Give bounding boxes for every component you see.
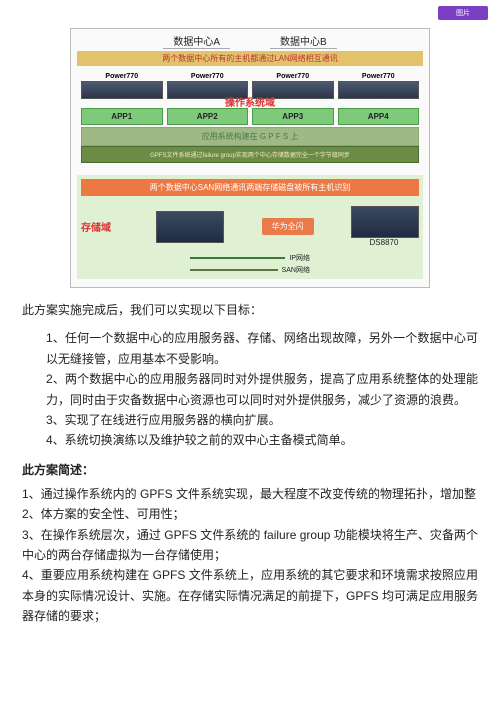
header-stamp: 图片 [438, 6, 488, 20]
desc-3: 3、在操作系统层次，通过 GPFS 文件系统的 failure group 功能… [22, 525, 478, 566]
san-line-icon [190, 269, 278, 271]
server-2: Power770 [167, 72, 249, 100]
storage-block-icon [351, 206, 419, 238]
gpfs-bar: 应用系统构建在 G P F S 上 [81, 127, 419, 146]
san-line-label: SAN网络 [282, 265, 310, 275]
section-title-desc: 此方案简述： [22, 461, 478, 478]
goal-3: 3、实现了在线进行应用服务器的横向扩展。 [22, 410, 478, 430]
app4-box: APP4 [338, 108, 420, 125]
server-4: Power770 [338, 72, 420, 100]
storage-region-title: 存储域 [81, 219, 119, 234]
huawei-label: 华为全闪 [262, 218, 314, 235]
goals-list: 1、任何一个数据中心的应用服务器、存储、网络出现故障，另外一个数据中心可以无缝接… [22, 328, 478, 450]
storage-body: 存储域 华为全闪 DS8870 [81, 206, 419, 247]
desc-2: 2、体方案的安全性、可用性； [22, 504, 478, 524]
server-3-label: Power770 [252, 73, 334, 80]
server-box-icon [167, 81, 249, 99]
goal-1: 1、任何一个数据中心的应用服务器、存储、网络出现故障，另外一个数据中心可以无缝接… [22, 328, 478, 369]
goal-2: 2、两个数据中心的应用服务器同时对外提供服务，提高了应用系统整体的处理能力，同时… [22, 369, 478, 410]
dc-a-label: 数据中心A [163, 33, 230, 49]
ds8870-label: DS8870 [351, 238, 417, 247]
server-3: Power770 [252, 72, 334, 100]
goal-4: 4、系统切换演练以及维护较之前的双中心主备模式简单。 [22, 430, 478, 450]
network-legend: IP网络 SAN网络 [190, 253, 310, 275]
storage-right: DS8870 [351, 206, 419, 247]
legend-ip: IP网络 [190, 253, 310, 263]
ip-line-label: IP网络 [289, 253, 310, 263]
desc-list: 1、通过操作系统内的 GPFS 文件系统实现，最大程度不改变传统的物理拓扑，增加… [22, 484, 478, 627]
server-box-icon [252, 81, 334, 99]
app-row: APP1 APP2 APP3 APP4 [81, 108, 419, 125]
lan-bar: 两个数据中心所有的主机都通过LAN网络相互通讯 [77, 51, 423, 66]
goals-intro: 此方案实施完成后，我们可以实现以下目标： [22, 300, 478, 320]
app3-box: APP3 [252, 108, 334, 125]
datacenter-labels: 数据中心A 数据中心B [77, 33, 423, 49]
app1-box: APP1 [81, 108, 163, 125]
ip-line-icon [190, 257, 285, 259]
legend-san: SAN网络 [190, 265, 310, 275]
os-region: Power770 Power770 Power770 Power770 操作系统… [77, 66, 423, 167]
desc-4: 4、重要应用系统构建在 GPFS 文件系统上，应用系统的其它要求和环境需求按照应… [22, 565, 478, 626]
dc-b-label: 数据中心B [270, 33, 337, 49]
server-1-label: Power770 [81, 73, 163, 80]
server-1: Power770 [81, 72, 163, 100]
failuregroup-bar: GPFS文件系统通过failure group实现两个中心存储数据完全一个字节级… [81, 146, 419, 163]
app2-box: APP2 [167, 108, 249, 125]
server-box-icon [81, 81, 163, 99]
san-bar: 两个数据中心SAN网络通讯两端存储磁盘被所有主机识别 [81, 179, 419, 196]
document-page: 图片 数据中心A 数据中心B 两个数据中心所有的主机都通过LAN网络相互通讯 P… [0, 0, 500, 708]
server-row: Power770 Power770 Power770 Power770 [81, 72, 419, 100]
server-2-label: Power770 [167, 73, 249, 80]
architecture-diagram: 数据中心A 数据中心B 两个数据中心所有的主机都通过LAN网络相互通讯 Powe… [70, 28, 430, 288]
storage-block-icon [156, 211, 224, 243]
server-4-label: Power770 [338, 73, 420, 80]
desc-1: 1、通过操作系统内的 GPFS 文件系统实现，最大程度不改变传统的物理拓扑，增加… [22, 484, 478, 504]
server-box-icon [338, 81, 420, 99]
storage-region: 两个数据中心SAN网络通讯两端存储磁盘被所有主机识别 存储域 华为全闪 DS88… [77, 175, 423, 279]
